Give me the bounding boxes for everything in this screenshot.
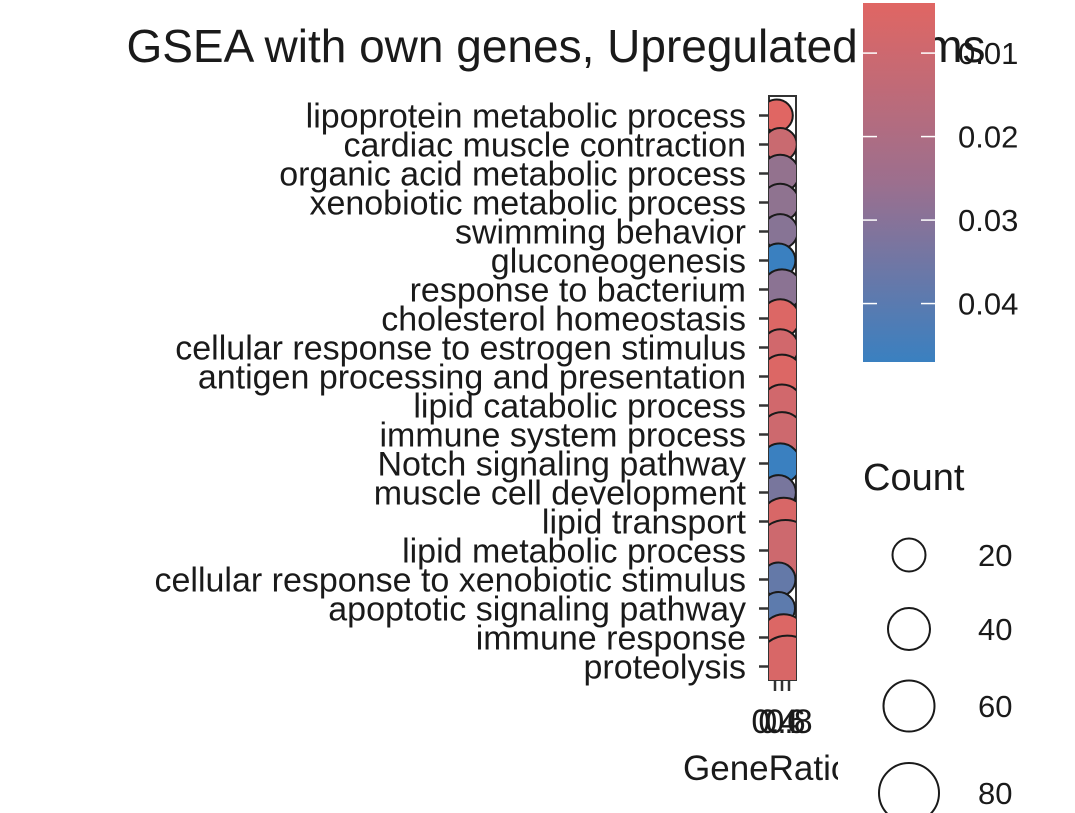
x-tick-label: 0.8 bbox=[765, 703, 812, 741]
y-tick-label: proteolysis bbox=[583, 649, 746, 687]
size-legend-label: 20 bbox=[978, 538, 1012, 573]
y-tick-label: lipid catabolic process bbox=[413, 388, 746, 426]
y-tick-label: immune system process bbox=[379, 417, 746, 455]
size-legend: 20 40 60 80 bbox=[878, 537, 1012, 813]
size-legend-key bbox=[882, 679, 936, 733]
y-tick-label: apoptotic signaling pathway bbox=[328, 591, 746, 629]
chart-title: GSEA with own genes, Upregulated terms bbox=[126, 20, 985, 72]
size-legend-label: 60 bbox=[978, 689, 1012, 724]
x-tick-label: 0.6 bbox=[758, 703, 805, 741]
colorbar bbox=[863, 3, 935, 362]
colorbar-tick-label: 0.04 bbox=[958, 287, 1018, 322]
y-tick-label: cardiac muscle contraction bbox=[343, 127, 746, 165]
data-point bbox=[769, 634, 796, 680]
y-tick-label: cellular response to estrogen stimulus bbox=[175, 330, 746, 368]
y-tick-label: swimming behavior bbox=[455, 214, 746, 252]
y-tick-label: lipoprotein metabolic process bbox=[306, 98, 746, 136]
size-legend-title: Count bbox=[863, 457, 965, 499]
size-legend-key bbox=[891, 537, 927, 573]
x-tick-label: 0.4 bbox=[751, 703, 798, 741]
y-tick-label: response to bacterium bbox=[410, 272, 746, 310]
colorbar-tick-label: 0.02 bbox=[958, 120, 1018, 155]
size-legend-key bbox=[887, 607, 931, 651]
colorbar-tick-label: 0.03 bbox=[958, 203, 1018, 238]
size-legend-label: 80 bbox=[978, 776, 1012, 811]
size-legend-key bbox=[878, 762, 940, 813]
x-axis: 0.40.60.8 bbox=[751, 680, 813, 741]
y-tick-label: muscle cell development bbox=[374, 475, 747, 513]
colorbar-ticks: 0.01 0.02 0.03 0.04 bbox=[863, 36, 1018, 322]
y-tick-label: gluconeogenesis bbox=[491, 243, 746, 281]
y-tick-label: cellular response to xenobiotic stimulus bbox=[154, 562, 746, 600]
y-tick-label: antigen processing and presentation bbox=[198, 359, 746, 397]
y-tick-label: lipid metabolic process bbox=[402, 533, 746, 571]
y-tick-label: lipid transport bbox=[542, 504, 747, 542]
size-legend-label: 40 bbox=[978, 612, 1012, 647]
data-points bbox=[769, 98, 796, 680]
y-tick-label: cholesterol homeostasis bbox=[381, 301, 746, 339]
x-axis-label: GeneRatio bbox=[683, 749, 850, 788]
y-tick-label: xenobiotic metabolic process bbox=[309, 185, 746, 223]
y-tick-label: immune response bbox=[476, 620, 746, 658]
colorbar-tick-label: 0.01 bbox=[958, 36, 1018, 71]
y-tick-label: Notch signaling pathway bbox=[377, 446, 746, 484]
y-tick-label: organic acid metabolic process bbox=[279, 156, 746, 194]
